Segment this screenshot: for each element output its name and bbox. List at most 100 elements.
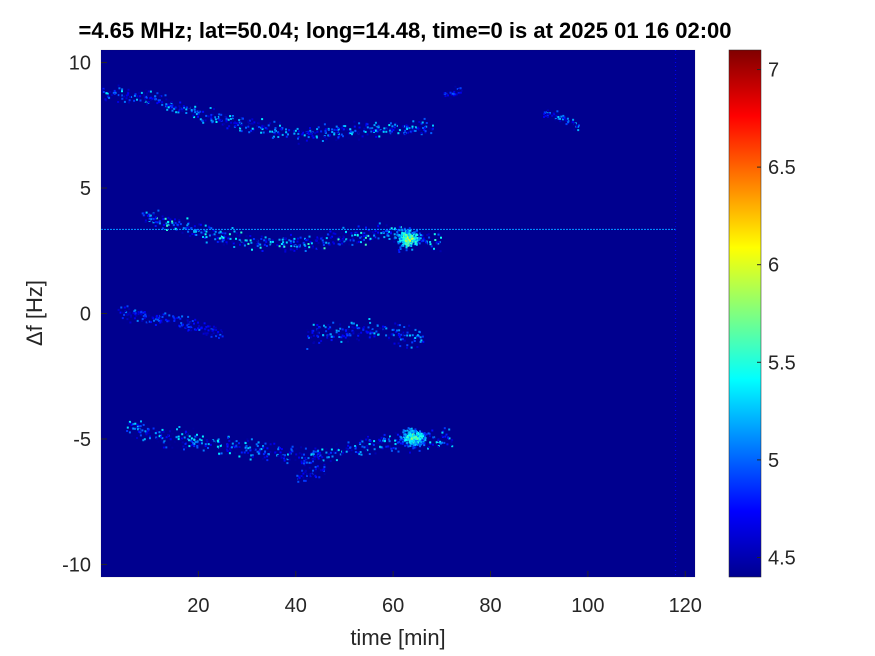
- heatmap-cell: [173, 317, 176, 320]
- heatmap-cell: [313, 469, 316, 472]
- heatmap-cell: [450, 443, 453, 446]
- heatmap-cell: [377, 223, 380, 226]
- heatmap-cell: [130, 96, 133, 98]
- heatmap-cell: [216, 116, 218, 119]
- heatmap-cell: [368, 453, 371, 455]
- heatmap-cell: [406, 346, 408, 349]
- heatmap-cell: [211, 233, 214, 236]
- colorbar-scale: [728, 49, 762, 578]
- heatmap-cell: [337, 132, 340, 135]
- heatmap-cell: [204, 119, 207, 122]
- heatmap-cell: [331, 455, 334, 458]
- heatmap-cell: [393, 237, 396, 240]
- heatmap-cell: [139, 95, 142, 98]
- heatmap-cell: [144, 430, 147, 433]
- heatmap-cell: [314, 470, 317, 473]
- heatmap-cell: [239, 127, 242, 130]
- heatmap-cell: [207, 443, 210, 446]
- heatmap-cell: [402, 239, 405, 241]
- heatmap-cell: [222, 235, 225, 238]
- heatmap-cell: [350, 232, 353, 235]
- heatmap-cell: [334, 330, 337, 333]
- heatmap-cell: [264, 450, 267, 453]
- heatmap-cell: [417, 436, 419, 439]
- heatmap-cell: [411, 440, 414, 442]
- heatmap-cell: [215, 329, 218, 331]
- heatmap-cell: [290, 233, 292, 236]
- heatmap-cell: [408, 227, 411, 230]
- heatmap-cell: [144, 219, 147, 222]
- heatmap-cell: [397, 240, 400, 243]
- heatmap-cell: [136, 95, 139, 98]
- heatmap-cell: [142, 94, 145, 96]
- heatmap-cell: [185, 112, 188, 114]
- heatmap-cell: [198, 442, 201, 445]
- heatmap-cell: [379, 327, 382, 330]
- heatmap-cell: [129, 422, 132, 424]
- heatmap-cell: [190, 328, 193, 330]
- heatmap-cell: [357, 332, 360, 335]
- heatmap-cell: [400, 238, 403, 241]
- heatmap-cell: [253, 121, 256, 124]
- heatmap-cell: [298, 452, 301, 455]
- heatmap-cell: [218, 452, 221, 455]
- heatmap-cell: [210, 116, 213, 119]
- heatmap-cell: [322, 241, 325, 244]
- heatmap-cell: [193, 442, 196, 445]
- heatmap-cell: [320, 137, 323, 140]
- heatmap-cell: [346, 449, 349, 452]
- heatmap-cell: [457, 91, 460, 94]
- heatmap-cell: [210, 113, 213, 116]
- heatmap-cell: [304, 238, 307, 241]
- heatmap-cell: [397, 334, 400, 337]
- heatmap-cell: [311, 131, 314, 134]
- heatmap-cell: [196, 441, 199, 444]
- heatmap-cell: [241, 124, 244, 127]
- heatmap-cell: [216, 236, 219, 239]
- heatmap-cell: [377, 225, 380, 228]
- heatmap-cell: [349, 334, 352, 337]
- heatmap-cell: [303, 453, 305, 456]
- heatmap-cell: [298, 476, 301, 479]
- heatmap-cell: [141, 212, 144, 215]
- heatmap-cell: [175, 436, 178, 439]
- heatmap-cell: [266, 459, 269, 462]
- heatmap-cell: [444, 435, 447, 438]
- heatmap-cell: [395, 439, 398, 442]
- heatmap-cell: [388, 129, 391, 132]
- heatmap-cell: [412, 445, 415, 448]
- heatmap-cell: [228, 448, 231, 450]
- heatmap-cell: [159, 314, 162, 317]
- heatmap-cell: [169, 438, 172, 441]
- heatmap-cell: [418, 440, 421, 443]
- heatmap-cell: [360, 331, 363, 334]
- heatmap-cell: [285, 241, 288, 244]
- heatmap-cell: [352, 239, 355, 242]
- heatmap-cell: [117, 84, 120, 87]
- heatmap-cell: [245, 235, 248, 238]
- heatmap-cell: [281, 133, 284, 136]
- heatmap-cell: [136, 423, 139, 426]
- heatmap-cell: [458, 93, 461, 96]
- heatmap-cell: [187, 222, 190, 225]
- heatmap-cell: [184, 227, 187, 230]
- heatmap-cell: [393, 228, 396, 231]
- heatmap-cell: [160, 95, 163, 98]
- heatmap-cell: [416, 443, 419, 446]
- heatmap-cell: [192, 443, 195, 445]
- heatmap-cell: [406, 429, 409, 432]
- heatmap-cell: [323, 324, 325, 327]
- heatmap-cell: [432, 436, 435, 439]
- x-tick-label: 40: [285, 595, 307, 617]
- heatmap-cell: [388, 334, 391, 337]
- heatmap-cell: [342, 125, 345, 127]
- heatmap-cell: [551, 114, 554, 117]
- heatmap-cell: [263, 243, 266, 246]
- heatmap-cell: [382, 130, 385, 133]
- heatmap-cell: [292, 240, 295, 243]
- heatmap-cell: [349, 234, 351, 237]
- heatmap-cell: [425, 122, 428, 124]
- heatmap-cell: [199, 441, 202, 443]
- heatmap-cell: [216, 445, 219, 448]
- heatmap-cell: [572, 123, 575, 126]
